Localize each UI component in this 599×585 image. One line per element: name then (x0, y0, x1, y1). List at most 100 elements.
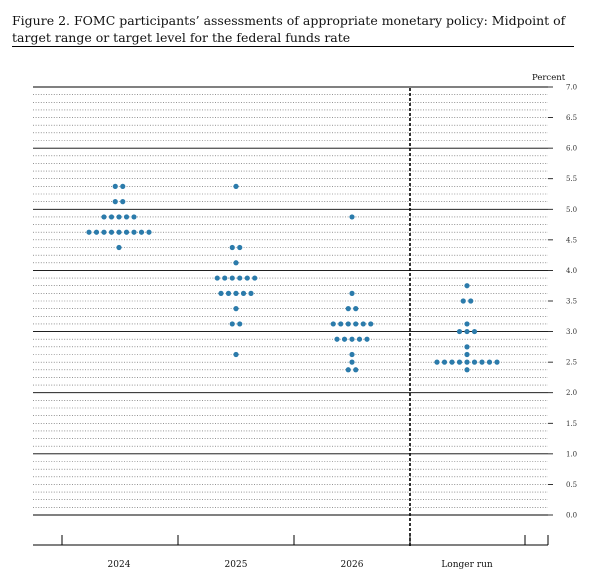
participant-dot (494, 359, 500, 365)
participant-dot (214, 275, 220, 281)
participant-dot (108, 214, 115, 220)
participant-dot (349, 359, 355, 365)
participant-dot (345, 306, 351, 312)
participant-dot (225, 290, 232, 296)
participant-dot (345, 367, 351, 373)
participant-dot (486, 359, 493, 365)
participant-dot (146, 229, 152, 235)
participant-dot (222, 275, 228, 281)
participant-dot (229, 275, 235, 281)
y-tick-label: 1.5 (566, 420, 577, 428)
participant-dot (120, 183, 126, 189)
participant-dot (353, 367, 359, 373)
participant-dot (434, 359, 440, 365)
participant-dot (479, 359, 485, 365)
participant-dot (349, 290, 355, 296)
participant-dot (233, 306, 239, 312)
y-tick-label: 5.0 (566, 206, 577, 214)
participant-dot (237, 275, 243, 281)
participant-dot (108, 229, 115, 235)
participant-dot (330, 321, 336, 327)
participant-dot (116, 229, 122, 235)
participant-dot (233, 260, 239, 266)
participant-dot (244, 275, 250, 281)
y-axis-unit-label: Percent (532, 73, 566, 83)
participant-dot (349, 351, 355, 358)
participant-dot (334, 336, 340, 342)
y-axis: 0.0 0.5 1.0 1.5 2.0 2.5 3.0 3.5 4.0 4.5 5.0 5.5 6.0 6… (548, 84, 577, 520)
participant-dot (353, 321, 359, 327)
participant-dot (353, 306, 359, 312)
participant-dot (368, 321, 374, 327)
participant-dot (460, 298, 466, 304)
x-tick-label: 2024 (108, 560, 131, 570)
participant-dot (364, 336, 370, 342)
participant-dot (229, 244, 235, 251)
y-tick-label: 6.5 (566, 114, 577, 122)
participant-dot (131, 214, 137, 220)
title-rule (12, 46, 574, 47)
participant-dot (464, 328, 470, 335)
y-tick-label: 4.0 (566, 267, 577, 275)
participant-dot (237, 244, 243, 251)
participant-dot (252, 275, 258, 281)
participant-dot (123, 229, 130, 235)
participant-dot (248, 290, 254, 296)
participant-dot (360, 321, 366, 327)
participant-dot (233, 351, 239, 358)
participant-dot (341, 336, 348, 342)
participant-dot (471, 328, 478, 335)
x-axis: 2024 2025 2026 Longer run (33, 535, 549, 570)
participant-dot (120, 199, 126, 205)
participant-dot (131, 229, 137, 235)
participant-dot (218, 290, 224, 296)
participant-dot (101, 229, 107, 235)
dots-layer (86, 183, 500, 373)
x-tick-label: 2026 (341, 560, 364, 570)
participant-dot (464, 283, 470, 289)
participant-dot (456, 359, 463, 365)
participant-dot (468, 298, 474, 304)
participant-dot (464, 367, 470, 373)
y-tick-label: 7.0 (566, 84, 577, 92)
y-tick-label: 4.5 (566, 236, 577, 244)
participant-dot (233, 290, 239, 296)
participant-dot (86, 229, 92, 235)
participant-dot (123, 214, 130, 220)
participant-dot (138, 229, 145, 235)
participant-dot (471, 359, 478, 365)
y-tick-label: 0.5 (566, 481, 577, 489)
figure-title: Figure 2. FOMC participants’ assessments… (12, 13, 566, 45)
participant-dot (464, 359, 470, 365)
y-tick-label: 3.5 (566, 298, 577, 306)
participant-dot (464, 351, 470, 358)
participant-dot (338, 321, 344, 327)
y-tick-label: 2.5 (566, 359, 577, 367)
participant-dot (116, 214, 122, 220)
participant-dot (93, 229, 100, 235)
participant-dot (456, 328, 463, 335)
y-tick-label: 2.0 (566, 389, 577, 397)
participant-dot (449, 359, 455, 365)
participant-dot (240, 290, 247, 296)
participant-dot (349, 214, 355, 220)
participant-dot (112, 183, 118, 189)
y-tick-label: 3.0 (566, 328, 577, 336)
participant-dot (233, 183, 239, 189)
participant-dot (237, 321, 243, 327)
x-tick-label: 2025 (225, 560, 248, 570)
participant-dot (345, 321, 351, 327)
y-tick-label: 1.0 (566, 450, 577, 458)
y-tick-label: 5.5 (566, 175, 577, 183)
participant-dot (101, 214, 107, 220)
y-tick-label: 0.0 (566, 512, 577, 520)
participant-dot (464, 321, 470, 327)
y-tick-label: 6.0 (566, 145, 577, 153)
participant-dot (464, 344, 470, 350)
participant-dot (229, 321, 235, 327)
x-tick-label: Longer run (441, 560, 493, 570)
participant-dot (441, 359, 448, 365)
participant-dot (112, 199, 118, 205)
participant-dot (349, 336, 355, 342)
